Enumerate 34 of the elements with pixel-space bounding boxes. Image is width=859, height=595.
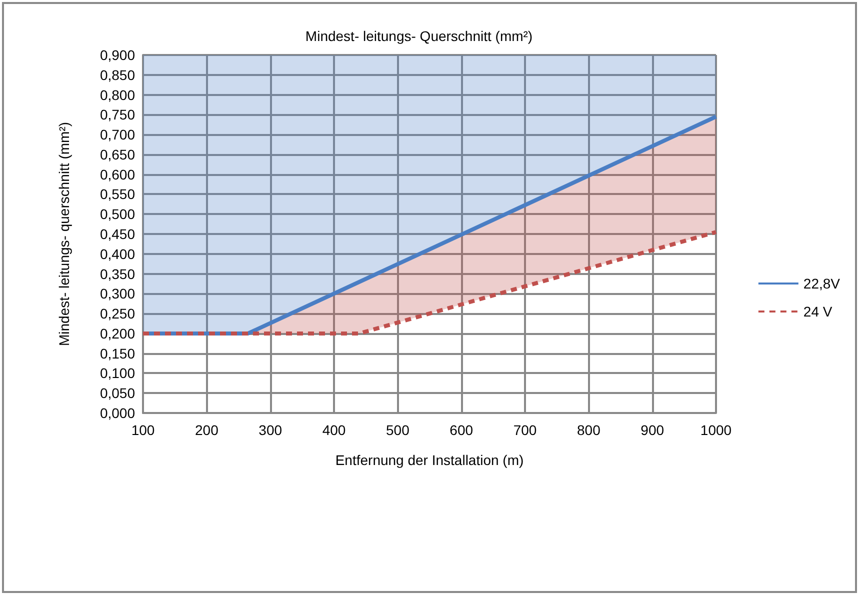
x-tick-label: 500 (386, 422, 410, 438)
y-tick-label: 0,800 (100, 86, 136, 103)
y-tick-label: 0,100 (100, 365, 136, 382)
x-tick-label: 300 (258, 422, 282, 438)
y-tick-label: 0,650 (100, 146, 136, 162)
y-tick-label: 0,750 (100, 106, 136, 123)
y-tick-label: 0,550 (100, 186, 136, 202)
y-axis-title: Mindest- leitungs- querschnitt (mm²) (56, 122, 72, 346)
y-tick-label: 0,000 (100, 405, 136, 421)
y-tick-label: 0,200 (100, 325, 136, 342)
x-tick-label: 700 (513, 422, 537, 438)
y-tick-label: 0,300 (100, 286, 136, 302)
legend-label: 24 V (803, 304, 833, 320)
y-tick-label: 0,850 (100, 66, 136, 83)
y-tick-label: 0,700 (100, 126, 136, 143)
x-tick-label: 800 (576, 422, 601, 438)
x-tick-label: 100 (131, 422, 155, 438)
x-tick-label: 900 (640, 422, 664, 438)
y-tick-label: 0,500 (100, 206, 136, 222)
y-tick-label: 0,050 (100, 385, 136, 402)
x-tick-label: 600 (450, 422, 474, 438)
x-tick-label: 200 (194, 422, 219, 438)
chart-title: Mindest- leitungs- Querschnitt (mm²) (305, 28, 533, 44)
x-tick-label: 1000 (700, 422, 732, 438)
x-axis-title: Entfernung der Installation (m) (335, 452, 524, 468)
y-tick-label: 0,400 (100, 246, 136, 262)
y-tick-label: 0,600 (100, 166, 136, 182)
y-tick-label: 0,150 (100, 345, 136, 362)
legend-label: 22,8V (803, 276, 841, 292)
y-tick-label: 0,900 (100, 47, 136, 63)
x-tick-label: 400 (322, 422, 346, 438)
y-tick-label: 0,450 (100, 226, 136, 242)
y-tick-label: 0,250 (100, 306, 136, 322)
y-tick-label: 0,350 (100, 266, 136, 282)
